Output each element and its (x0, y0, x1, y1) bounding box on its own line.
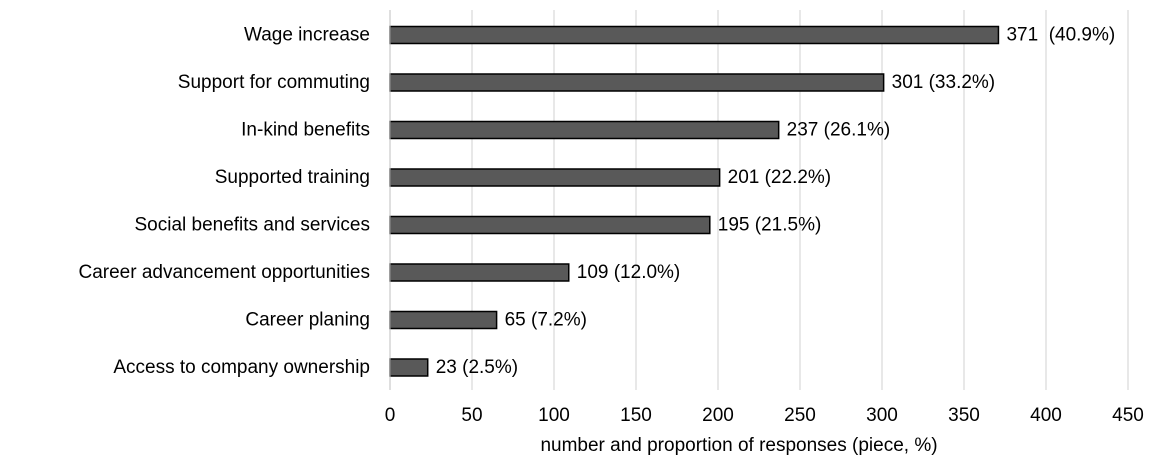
bar-3 (389, 120, 780, 140)
data-label: 23 (2.5%) (436, 357, 518, 378)
data-label: 237 (26.1%) (787, 120, 891, 141)
data-label: 201 (22.2%) (728, 167, 832, 188)
x-tick-label: 100 (538, 405, 570, 426)
category-label: Supported training (215, 167, 370, 188)
bar-1 (389, 25, 1000, 45)
category-label: Access to company ownership (113, 357, 370, 378)
x-tick-label: 250 (784, 405, 816, 426)
bar-7 (389, 310, 498, 330)
x-tick-label: 300 (866, 405, 898, 426)
data-label: 65 (7.2%) (505, 310, 587, 331)
category-label: Career planing (245, 310, 370, 331)
bar-4 (389, 168, 721, 187)
category-label: Career advancement opportunities (78, 262, 370, 283)
data-label: 109 (12.0%) (577, 262, 681, 283)
x-tick-label: 200 (702, 405, 734, 426)
data-label: 195 (21.5%) (718, 215, 822, 236)
bar-5 (389, 215, 711, 235)
grid-lines (471, 10, 1129, 390)
x-tick-label: 350 (948, 405, 980, 426)
data-labels: 371 (40.9%) 301 (33.2%) 237 (26.1%) 201 (22… (436, 25, 1116, 379)
category-label: In-kind benefits (241, 120, 370, 141)
category-label: Wage increase (244, 25, 370, 46)
data-label: 301 (33.2%) (892, 72, 996, 93)
x-axis-title: number and proportion of responses (piec… (540, 435, 937, 456)
x-tick-label: 150 (620, 405, 652, 426)
category-labels: Wage increase Support for commuting In-kin… (78, 25, 370, 379)
x-tick-label: 450 (1112, 405, 1144, 426)
category-label: Support for commuting (178, 72, 370, 93)
bar-8 (389, 358, 429, 377)
bar-6 (389, 263, 570, 282)
x-tick-label: 0 (385, 405, 396, 426)
data-label: 371 (40.9%) (1006, 25, 1115, 46)
x-tick-label: 50 (461, 405, 482, 426)
category-label: Social benefits and services (134, 215, 370, 236)
bar-2 (389, 73, 885, 92)
x-tick-label: 400 (1030, 405, 1062, 426)
x-tick-labels: 0 50 100 150 200 250 300 350 400 450 (385, 405, 1144, 426)
